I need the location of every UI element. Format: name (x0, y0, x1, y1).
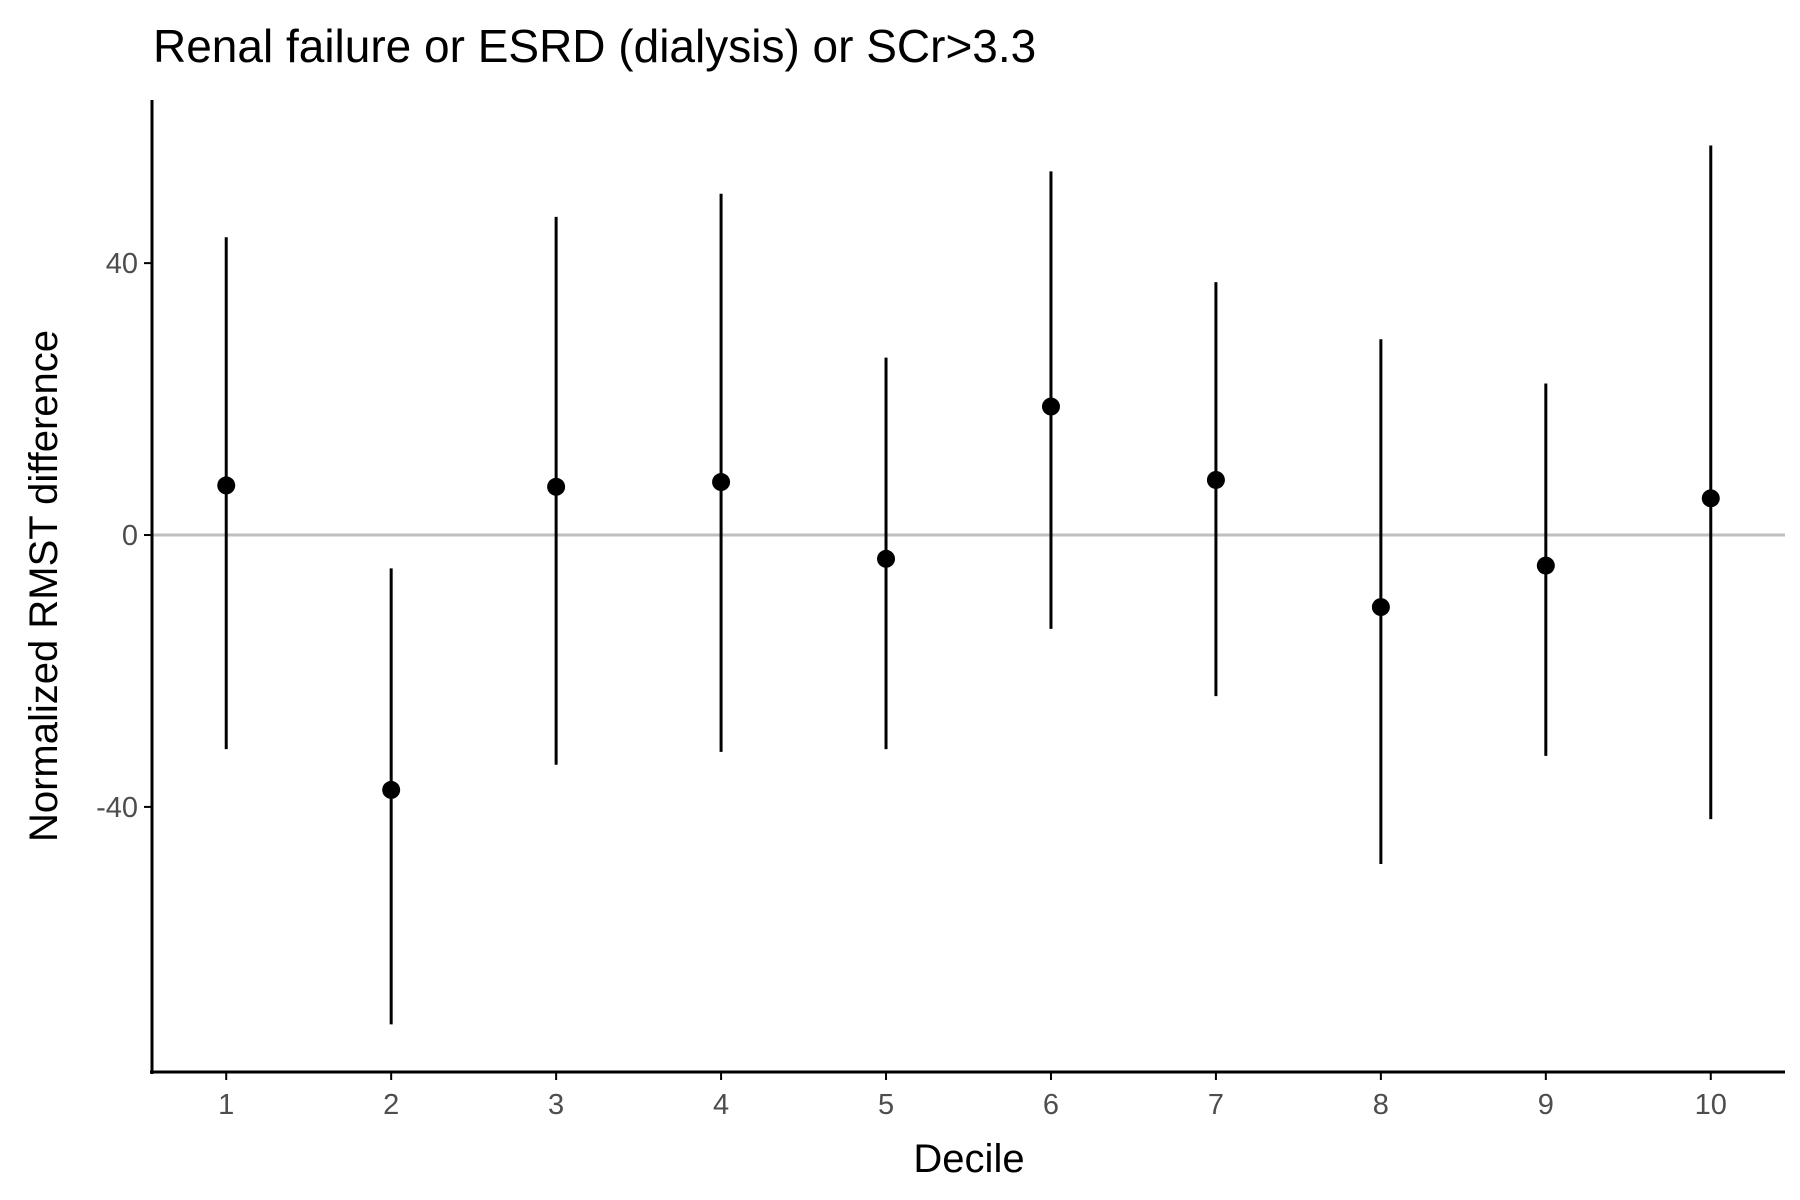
x-tick-label: 8 (1373, 1089, 1389, 1121)
x-axis: 1 2 3 4 5 6 7 8 9 10 (150, 1070, 1785, 1121)
point-decile-7 (1206, 470, 1225, 489)
x-tick-label: 5 (878, 1089, 894, 1121)
point-decile-2 (382, 780, 401, 799)
point-layer (217, 397, 1720, 799)
error-bar-layer (224, 145, 1713, 1025)
x-tick-label: 3 (548, 1089, 564, 1121)
x-tick-label: 9 (1538, 1089, 1554, 1121)
y-axis: 40 0 -40 (96, 100, 154, 1074)
x-tick-label: 1 (218, 1089, 234, 1121)
y-tick-label: 40 (106, 248, 138, 280)
point-decile-9 (1536, 556, 1555, 575)
plot-area (152, 145, 1785, 1025)
x-tick-label: 4 (713, 1089, 729, 1121)
x-tick-label: 2 (383, 1089, 399, 1121)
point-decile-3 (547, 477, 566, 496)
point-decile-6 (1041, 397, 1060, 416)
point-decile-4 (712, 473, 731, 492)
x-tick-label: 10 (1695, 1089, 1727, 1121)
point-decile-5 (877, 549, 896, 568)
point-decile-8 (1371, 598, 1390, 617)
x-axis-title: Decile (913, 1137, 1024, 1181)
y-tick-label: 0 (122, 520, 138, 552)
point-decile-10 (1701, 489, 1720, 508)
y-axis-title: Normalized RMST difference (22, 330, 66, 842)
chart-title: Renal failure or ESRD (dialysis) or SCr>… (153, 20, 1036, 72)
point-decile-1 (217, 476, 236, 495)
x-tick-label: 7 (1208, 1089, 1224, 1121)
x-tick-label: 6 (1043, 1089, 1059, 1121)
y-tick-label: -40 (96, 792, 138, 824)
